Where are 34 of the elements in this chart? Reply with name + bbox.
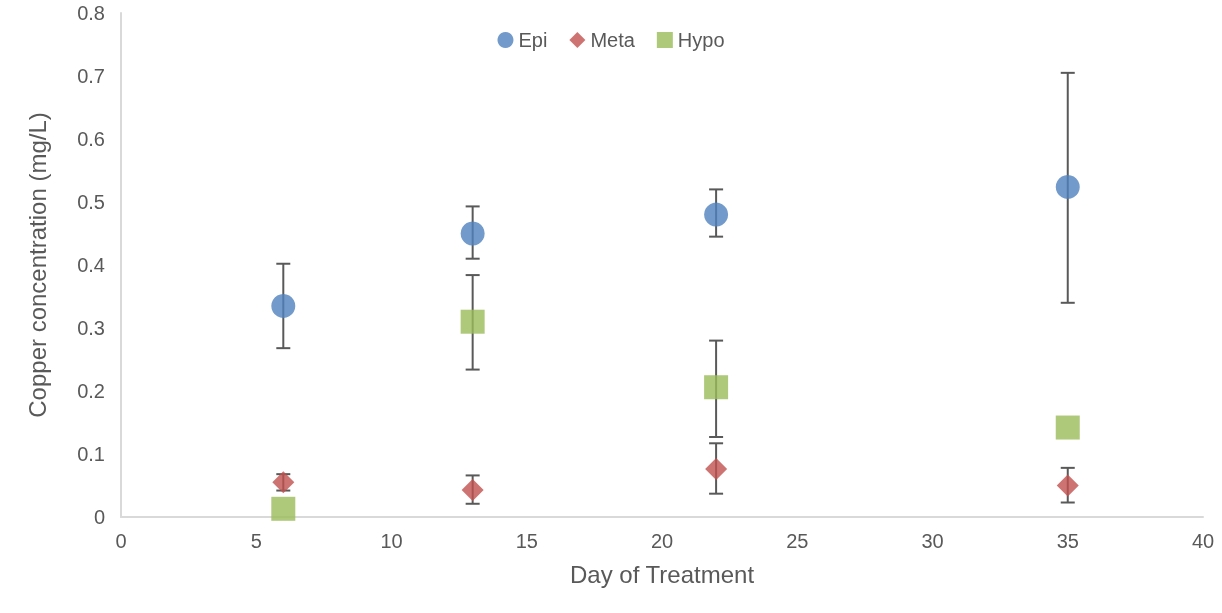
y-tick-label: 0.3 bbox=[77, 317, 105, 339]
point bbox=[704, 202, 729, 227]
y-tick-label: 0.4 bbox=[77, 254, 105, 276]
y-axis-title: Copper concentration (mg/L) bbox=[23, 112, 51, 418]
point bbox=[1055, 174, 1080, 199]
point bbox=[1056, 474, 1079, 497]
x-tick-label: 5 bbox=[250, 530, 262, 552]
y-tick-label: 0 bbox=[93, 506, 105, 528]
x-tick-label: 0 bbox=[115, 530, 127, 552]
point bbox=[704, 375, 729, 400]
point bbox=[460, 309, 485, 334]
point bbox=[1055, 415, 1080, 440]
point bbox=[705, 458, 728, 481]
y-tick-label: 0.7 bbox=[77, 65, 105, 87]
point bbox=[271, 293, 296, 318]
y-tick-label: 0.6 bbox=[77, 128, 105, 150]
x-tick-label: 25 bbox=[786, 530, 809, 552]
y-tick-label: 0.2 bbox=[77, 380, 105, 402]
legend-label: Meta bbox=[590, 29, 636, 51]
x-tick-label: 20 bbox=[650, 530, 674, 552]
x-tick-label: 40 bbox=[1191, 530, 1215, 552]
legend-label: Hypo bbox=[677, 29, 725, 51]
point bbox=[271, 496, 296, 521]
legend-label: Epi bbox=[518, 29, 548, 51]
x-tick-label: 15 bbox=[515, 530, 538, 552]
x-tick-label: 30 bbox=[921, 530, 944, 552]
y-tick-label: 0.5 bbox=[77, 191, 105, 213]
y-tick-label: 0.8 bbox=[77, 2, 105, 24]
y-tick-label: 0.1 bbox=[77, 443, 105, 465]
point bbox=[461, 478, 484, 501]
x-tick-label: 35 bbox=[1056, 530, 1079, 552]
point bbox=[460, 221, 485, 246]
x-tick-label: 10 bbox=[380, 530, 403, 552]
x-axis-title: Day of Treatment bbox=[569, 560, 755, 588]
